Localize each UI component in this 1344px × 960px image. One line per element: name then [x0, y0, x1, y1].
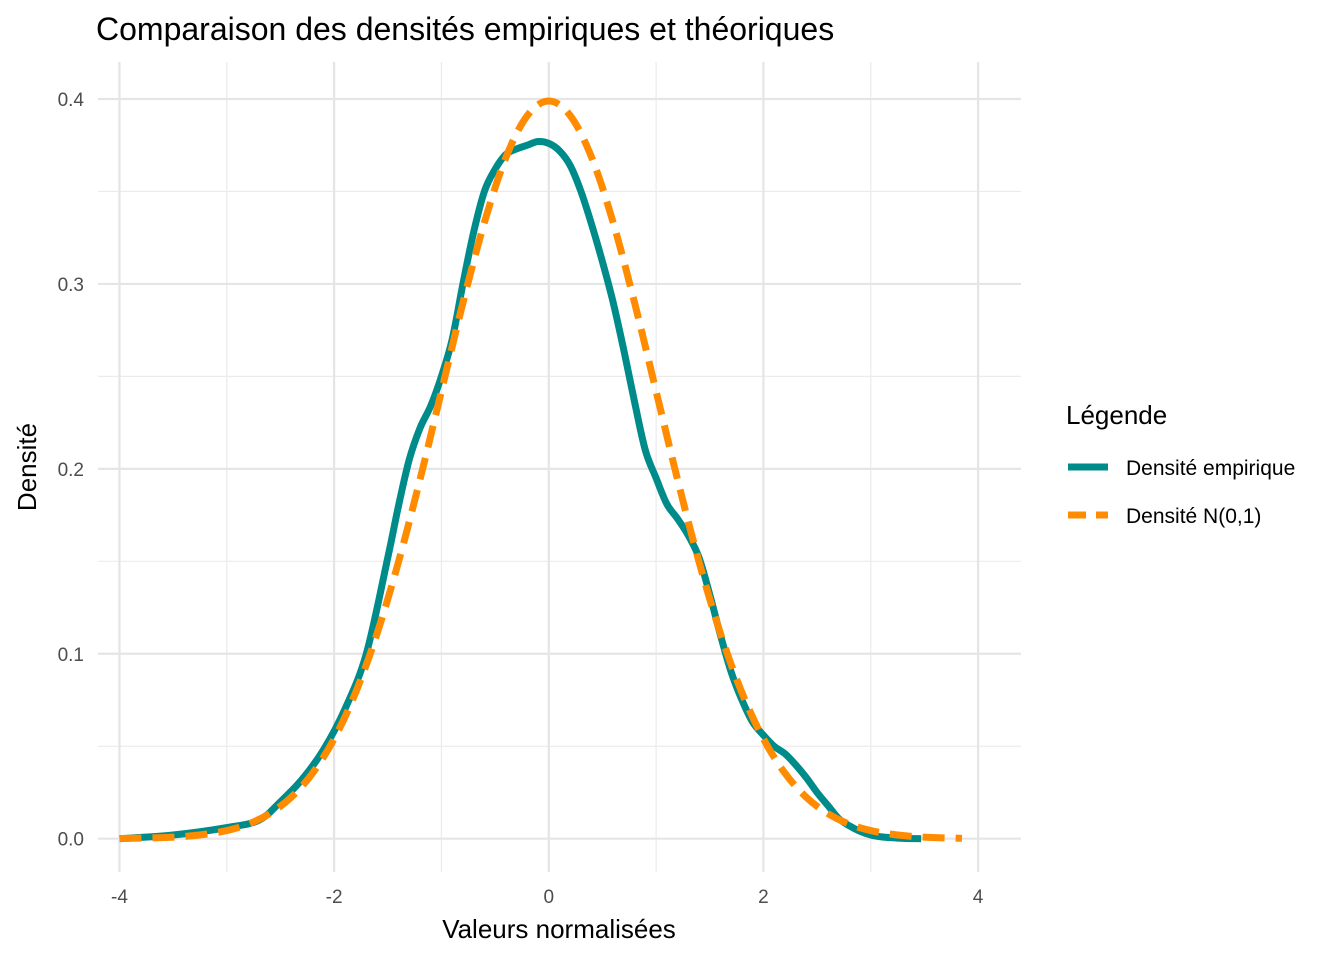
- y-tick-labels: 0.0 0.1 0.2 0.3 0.4: [58, 90, 85, 851]
- y-tick-label: 0.1: [58, 645, 84, 666]
- series-line-normal: [119, 97, 963, 843]
- legend-items: Densité empirique Densité N(0,1): [1068, 457, 1295, 528]
- y-tick-label: 0.4: [58, 90, 85, 111]
- series-lines: [119, 97, 963, 843]
- series-line-empirical: [119, 137, 922, 843]
- legend: Légende Densité empirique Densité N(0,1): [1066, 400, 1295, 528]
- x-tick-labels: -4 -2 0 2 4: [111, 887, 984, 908]
- x-axis-title: Valeurs normalisées: [442, 914, 676, 944]
- x-tick-label: 4: [973, 887, 984, 908]
- chart-title: Comparaison des densités empiriques et t…: [96, 11, 834, 47]
- legend-title: Légende: [1066, 400, 1167, 430]
- y-axis-title: Densité: [12, 423, 42, 511]
- x-tick-label: -2: [326, 887, 343, 908]
- legend-label: Densité empirique: [1126, 457, 1295, 480]
- y-tick-label: 0.3: [58, 275, 84, 296]
- x-tick-label: 0: [543, 887, 554, 908]
- grid-lines: [98, 62, 1021, 872]
- y-tick-label: 0.2: [58, 460, 84, 481]
- y-tick-label: 0.0: [58, 830, 84, 851]
- x-tick-label: 2: [758, 887, 769, 908]
- legend-label: Densité N(0,1): [1126, 505, 1261, 528]
- x-tick-label: -4: [111, 887, 128, 908]
